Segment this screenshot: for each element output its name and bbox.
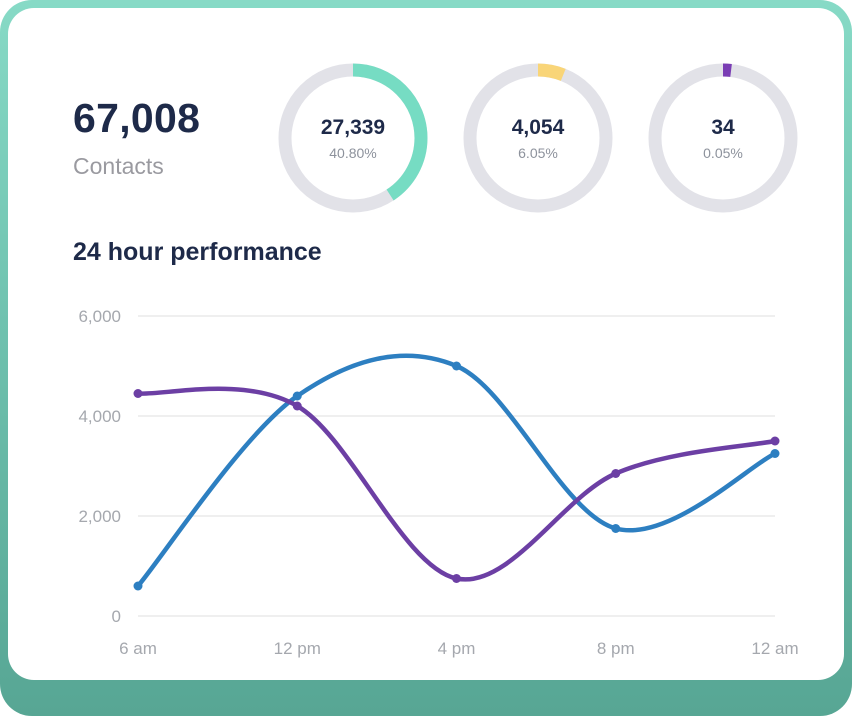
donut-center-3: 34 0.05% <box>648 63 798 213</box>
x-tick-label: 12 am <box>751 639 798 658</box>
donut-value-1: 27,339 <box>320 115 386 139</box>
donut-stat-1: 27,339 40.80% <box>278 63 428 213</box>
donut-value-2: 4,054 <box>511 115 565 139</box>
x-tick-label: 8 pm <box>597 639 635 658</box>
purple-series-point <box>292 401 302 411</box>
purple-series-point <box>611 469 621 478</box>
blue-series-point <box>292 391 302 401</box>
donut-percent-1: 40.80% <box>329 144 377 161</box>
purple-series-point <box>133 389 143 398</box>
donut-center-1: 27,339 40.80% <box>278 63 428 213</box>
x-tick-label: 6 am <box>119 639 157 658</box>
blue-series-point <box>770 449 780 458</box>
donut-group: 27,339 40.80% 4,054 6.05% <box>278 63 798 213</box>
x-tick-label: 12 pm <box>274 639 321 658</box>
donut-stat-2: 4,054 6.05% <box>463 63 613 213</box>
donut-center-2: 4,054 6.05% <box>463 63 613 213</box>
purple-series-point <box>452 574 461 583</box>
donut-percent-2: 6.05% <box>518 144 558 161</box>
performance-section-title: 24 hour performance <box>73 238 322 266</box>
purple-series-line <box>135 386 778 582</box>
blue-series-point <box>611 524 621 533</box>
y-tick-label: 4,000 <box>78 407 121 426</box>
y-tick-label: 0 <box>112 607 121 626</box>
blue-series-point <box>452 361 461 371</box>
stats-header: 67,008 Contacts 27,339 40.80% <box>73 55 798 221</box>
x-tick-label: 4 pm <box>438 639 476 658</box>
donut-stat-3: 34 0.05% <box>648 63 798 213</box>
performance-chart: 6,000 4,000 2,000 0 6 am 12 pm 4 pm 8 pm 12 am <box>53 294 828 676</box>
donut-ring-1 <box>278 63 428 213</box>
contacts-summary: 67,008 Contacts <box>73 94 201 180</box>
donut-value-3: 34 <box>711 115 735 139</box>
y-tick-label: 2,000 <box>78 507 121 526</box>
contacts-label: Contacts <box>73 153 164 180</box>
contacts-total: 67,008 <box>73 94 201 141</box>
purple-series-point <box>770 436 780 446</box>
y-tick-label: 6,000 <box>78 307 121 326</box>
blue-series-point <box>133 581 143 591</box>
dashboard-card: 67,008 Contacts 27,339 40.80% <box>8 8 844 680</box>
donut-ring-3 <box>648 63 798 213</box>
donut-ring-2 <box>463 63 613 213</box>
donut-percent-3: 0.05% <box>703 144 743 161</box>
line-chart: 6,000 4,000 2,000 0 6 am 12 pm 4 pm 8 pm 12 am <box>78 307 798 658</box>
